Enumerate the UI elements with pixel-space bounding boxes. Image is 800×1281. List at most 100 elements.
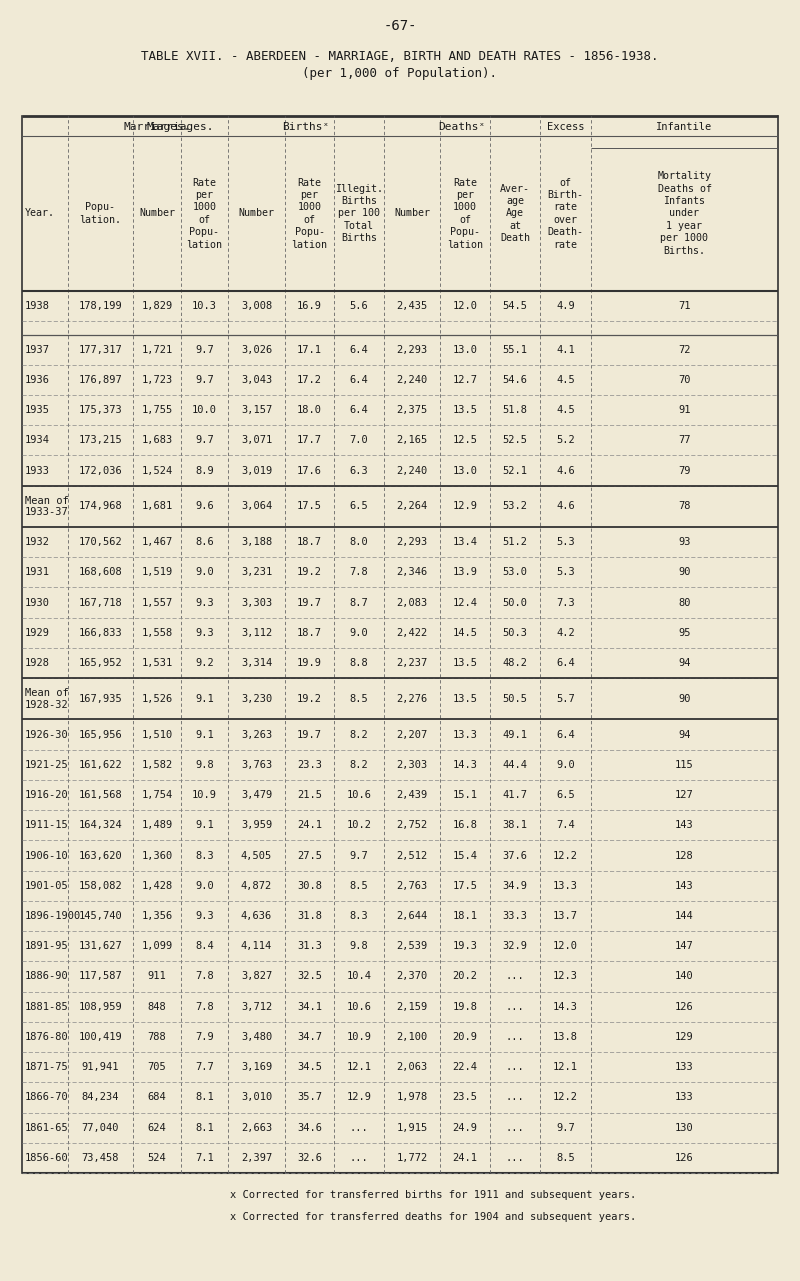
Text: 2,644: 2,644 — [396, 911, 428, 921]
Text: Number: Number — [238, 209, 274, 219]
Text: ...: ... — [506, 1062, 524, 1072]
Text: 1881-85: 1881-85 — [25, 1002, 69, 1012]
Text: 4.2: 4.2 — [556, 628, 575, 638]
Text: ...: ... — [350, 1153, 368, 1163]
Text: TABLE XVII. - ABERDEEN - MARRIAGE, BIRTH AND DEATH RATES - 1856-1938.: TABLE XVII. - ABERDEEN - MARRIAGE, BIRTH… — [142, 50, 658, 63]
Text: 2,165: 2,165 — [396, 436, 428, 446]
Text: 178,199: 178,199 — [78, 301, 122, 311]
Text: Deathsˣ: Deathsˣ — [438, 122, 486, 132]
Text: 93: 93 — [678, 537, 690, 547]
Text: 1,524: 1,524 — [142, 465, 173, 475]
Text: 8.3: 8.3 — [350, 911, 368, 921]
Text: 1876-80: 1876-80 — [25, 1032, 69, 1041]
Text: 140: 140 — [675, 971, 694, 981]
Text: 2,397: 2,397 — [241, 1153, 272, 1163]
Text: 1,915: 1,915 — [396, 1122, 428, 1132]
Text: Number: Number — [139, 209, 175, 219]
Text: 163,620: 163,620 — [78, 851, 122, 861]
Text: 2,512: 2,512 — [396, 851, 428, 861]
Text: 1929: 1929 — [25, 628, 50, 638]
Text: 9.6: 9.6 — [195, 501, 214, 511]
Text: 79: 79 — [678, 465, 690, 475]
Text: 1,428: 1,428 — [142, 881, 173, 890]
Text: 1930: 1930 — [25, 597, 50, 607]
Text: 2,100: 2,100 — [396, 1032, 428, 1041]
Text: 13.3: 13.3 — [453, 730, 478, 739]
Text: 126: 126 — [675, 1002, 694, 1012]
Text: 7.9: 7.9 — [195, 1032, 214, 1041]
Text: 52.5: 52.5 — [502, 436, 527, 446]
Text: 13.5: 13.5 — [453, 405, 478, 415]
Text: 91,941: 91,941 — [82, 1062, 119, 1072]
Text: 8.7: 8.7 — [350, 597, 368, 607]
Text: 17.1: 17.1 — [297, 345, 322, 355]
Text: 6.4: 6.4 — [350, 375, 368, 384]
Text: 19.8: 19.8 — [453, 1002, 478, 1012]
Text: 624: 624 — [148, 1122, 166, 1132]
Text: 1932: 1932 — [25, 537, 50, 547]
Text: 1,723: 1,723 — [142, 375, 173, 384]
Text: 1861-65: 1861-65 — [25, 1122, 69, 1132]
Text: 23.5: 23.5 — [453, 1093, 478, 1103]
Text: 9.7: 9.7 — [350, 851, 368, 861]
Text: 8.1: 8.1 — [195, 1122, 214, 1132]
Text: 4.5: 4.5 — [556, 375, 575, 384]
Text: 2,422: 2,422 — [396, 628, 428, 638]
Text: 1,829: 1,829 — [142, 301, 173, 311]
Text: 1,557: 1,557 — [142, 597, 173, 607]
Text: 12.9: 12.9 — [346, 1093, 371, 1103]
Text: 24.9: 24.9 — [453, 1122, 478, 1132]
Text: 23.3: 23.3 — [297, 760, 322, 770]
Text: 3,112: 3,112 — [241, 628, 272, 638]
Text: 3,303: 3,303 — [241, 597, 272, 607]
Text: 167,718: 167,718 — [78, 597, 122, 607]
Text: 145,740: 145,740 — [78, 911, 122, 921]
Text: 90: 90 — [678, 567, 690, 578]
Text: 2,293: 2,293 — [396, 537, 428, 547]
Text: 5.6: 5.6 — [350, 301, 368, 311]
Text: 1,519: 1,519 — [142, 567, 173, 578]
Text: 10.9: 10.9 — [346, 1032, 371, 1041]
Text: 911: 911 — [148, 971, 166, 981]
Text: 10.3: 10.3 — [192, 301, 217, 311]
Text: 17.6: 17.6 — [297, 465, 322, 475]
Text: 3,010: 3,010 — [241, 1093, 272, 1103]
Text: 6.4: 6.4 — [556, 730, 575, 739]
Text: 2,264: 2,264 — [396, 501, 428, 511]
Text: 166,833: 166,833 — [78, 628, 122, 638]
Text: 10.0: 10.0 — [192, 405, 217, 415]
Text: 7.3: 7.3 — [556, 597, 575, 607]
Text: 127: 127 — [675, 790, 694, 801]
Text: 30.8: 30.8 — [297, 881, 322, 890]
Text: 3,019: 3,019 — [241, 465, 272, 475]
Text: 2,663: 2,663 — [241, 1122, 272, 1132]
Text: 1,978: 1,978 — [396, 1093, 428, 1103]
Text: 144: 144 — [675, 911, 694, 921]
Text: 5.7: 5.7 — [556, 694, 575, 703]
Text: 2,207: 2,207 — [396, 730, 428, 739]
Text: 1896-1900: 1896-1900 — [25, 911, 82, 921]
Text: 9.1: 9.1 — [195, 820, 214, 830]
Text: 9.1: 9.1 — [195, 694, 214, 703]
Text: 35.7: 35.7 — [297, 1093, 322, 1103]
Text: Number: Number — [394, 209, 430, 219]
Text: 9.8: 9.8 — [350, 942, 368, 952]
Text: 9.2: 9.2 — [195, 658, 214, 669]
Text: 1,721: 1,721 — [142, 345, 173, 355]
Text: 19.2: 19.2 — [297, 694, 322, 703]
Text: 10.2: 10.2 — [346, 820, 371, 830]
Text: 14.5: 14.5 — [453, 628, 478, 638]
Text: 788: 788 — [148, 1032, 166, 1041]
Text: Year.: Year. — [25, 209, 55, 219]
Text: 80: 80 — [678, 597, 690, 607]
Text: 168,608: 168,608 — [78, 567, 122, 578]
Text: 524: 524 — [148, 1153, 166, 1163]
Text: 15.1: 15.1 — [453, 790, 478, 801]
Text: 12.1: 12.1 — [346, 1062, 371, 1072]
Text: ...: ... — [506, 1002, 524, 1012]
Text: 8.9: 8.9 — [195, 465, 214, 475]
Text: 18.7: 18.7 — [297, 537, 322, 547]
Text: 9.3: 9.3 — [195, 911, 214, 921]
Text: 94: 94 — [678, 658, 690, 669]
Text: 9.7: 9.7 — [195, 345, 214, 355]
